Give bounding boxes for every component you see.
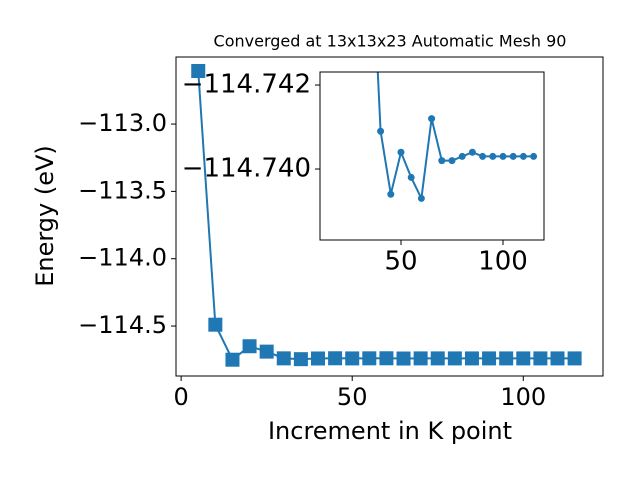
marker <box>458 152 466 160</box>
marker <box>499 152 507 160</box>
marker <box>533 351 548 366</box>
marker <box>428 115 436 123</box>
x-tick-label: 0 <box>173 383 188 411</box>
marker <box>328 351 343 366</box>
marker <box>417 194 425 202</box>
marker <box>468 148 476 156</box>
y-tick-label: −113.0 <box>78 109 167 137</box>
chart-title: Converged at 13x13x23 Automatic Mesh 90 <box>214 32 567 51</box>
marker <box>516 351 531 366</box>
y-axis-label: Energy (eV) <box>31 145 59 287</box>
marker <box>242 339 257 354</box>
marker <box>448 157 456 165</box>
axes-frame <box>175 56 604 377</box>
plot-layer <box>191 64 582 367</box>
x-tick-label: 100 <box>478 247 528 277</box>
marker <box>479 152 487 160</box>
marker <box>519 152 527 160</box>
marker <box>438 157 446 165</box>
y-tick-label: −114.742 <box>182 70 311 100</box>
marker <box>407 173 415 181</box>
y-tick-label: −113.5 <box>78 176 167 204</box>
marker <box>567 351 582 366</box>
marker <box>509 152 517 160</box>
marker <box>379 351 394 366</box>
x-axis-label: Increment in K point <box>268 417 512 445</box>
marker <box>499 351 514 366</box>
plot-layer <box>376 72 538 202</box>
marker <box>489 152 497 160</box>
marker <box>345 351 360 366</box>
marker <box>276 351 291 366</box>
marker <box>387 190 395 198</box>
marker <box>310 351 325 366</box>
marker <box>377 127 385 135</box>
x-tick-label: 50 <box>337 383 368 411</box>
y-tick-label: −114.740 <box>182 154 311 184</box>
y-tick-label: −114.0 <box>78 244 167 272</box>
marker <box>208 317 223 332</box>
marker <box>396 351 411 366</box>
marker <box>430 351 445 366</box>
marker <box>397 148 405 156</box>
marker <box>482 351 497 366</box>
marker <box>259 344 274 359</box>
marker <box>293 352 308 367</box>
marker <box>413 351 428 366</box>
axes-frame <box>319 71 545 241</box>
marker <box>447 351 462 366</box>
marker <box>530 152 538 160</box>
marker <box>225 352 240 367</box>
y-tick-label: −114.5 <box>78 311 167 339</box>
marker <box>362 351 377 366</box>
x-tick-label: 50 <box>384 247 417 277</box>
marker <box>550 351 565 366</box>
marker <box>191 64 206 79</box>
x-tick-label: 100 <box>500 383 546 411</box>
marker <box>464 351 479 366</box>
